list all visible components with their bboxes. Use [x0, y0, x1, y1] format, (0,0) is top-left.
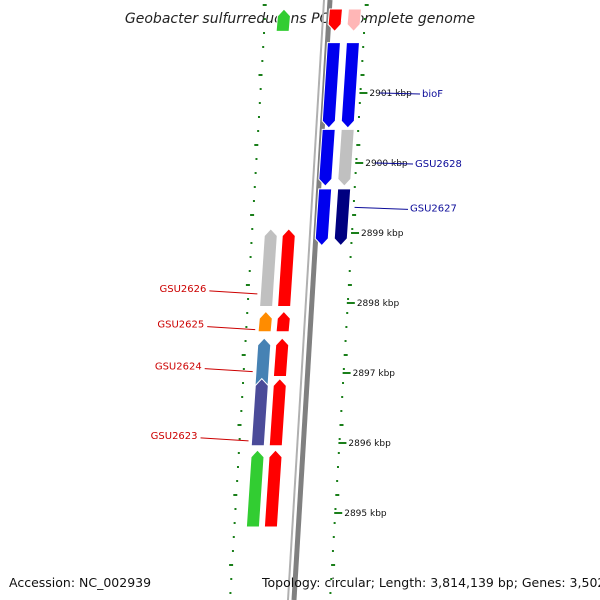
kbp-scale: 2901 kbp 2900 kbp 2899 kbp 2898 kbp 2897 kbp… — [344, 89, 412, 519]
accession-text: Accession: NC_002939 — [9, 575, 152, 590]
gene-feature — [268, 377, 287, 447]
backbone-inner — [287, 0, 325, 600]
scale-label: 2899 kbp — [361, 229, 404, 239]
gene-leader-line — [375, 162, 414, 165]
gene-labels: bioF GSU2628 GSU2627 GSU2626 GSU2625 GSU2624 G… — [151, 89, 462, 442]
gene-leader-line — [354, 206, 409, 210]
gene-feature — [257, 310, 273, 333]
gene-feature — [259, 228, 278, 307]
gene-label: GSU2624 — [155, 362, 202, 373]
gene-label: GSU2628 — [415, 159, 462, 170]
map-title: Geobacter sulfurreducens PCA, complete g… — [125, 11, 475, 27]
inner-tick-marks — [229, 4, 267, 594]
topology-text: Topology: circular; Length: 3,814,139 bp… — [262, 575, 600, 590]
gene-label: GSU2623 — [151, 431, 198, 442]
scale-label: 2900 kbp — [365, 159, 408, 169]
gene-feature — [275, 310, 291, 333]
gene-feature — [340, 42, 360, 129]
gene-label: GSU2627 — [410, 203, 457, 214]
gene-feature — [272, 337, 290, 377]
gene-feature — [314, 188, 333, 247]
gene-feature — [318, 128, 336, 187]
outer-tick-marks — [329, 4, 369, 594]
gene-feature — [346, 8, 363, 33]
gene-features — [245, 8, 363, 528]
gene-feature — [321, 42, 341, 129]
gene-label: GSU2626 — [159, 284, 206, 295]
gene-feature — [245, 449, 265, 528]
gene-leader-line — [209, 290, 258, 295]
gene-feature — [277, 228, 296, 307]
gene-feature — [250, 377, 269, 447]
gene-feature — [275, 8, 291, 32]
scale-label: 2898 kbp — [357, 299, 400, 309]
gene-feature — [337, 128, 355, 187]
gene-leader-line — [204, 368, 253, 373]
gene-feature — [333, 188, 352, 247]
scale-label: 2895 kbp — [344, 509, 387, 519]
gene-label: bioF — [422, 89, 443, 100]
gene-leader-line — [200, 437, 249, 442]
gene-feature — [327, 8, 344, 33]
gene-leader-line — [379, 92, 421, 95]
scale-label: 2896 kbp — [348, 439, 391, 449]
gene-leader-line — [207, 326, 256, 331]
gene-feature — [263, 449, 283, 528]
scale-label: 2897 kbp — [353, 369, 396, 379]
scale-label: 2901 kbp — [369, 89, 412, 99]
gene-label: GSU2625 — [157, 320, 204, 331]
